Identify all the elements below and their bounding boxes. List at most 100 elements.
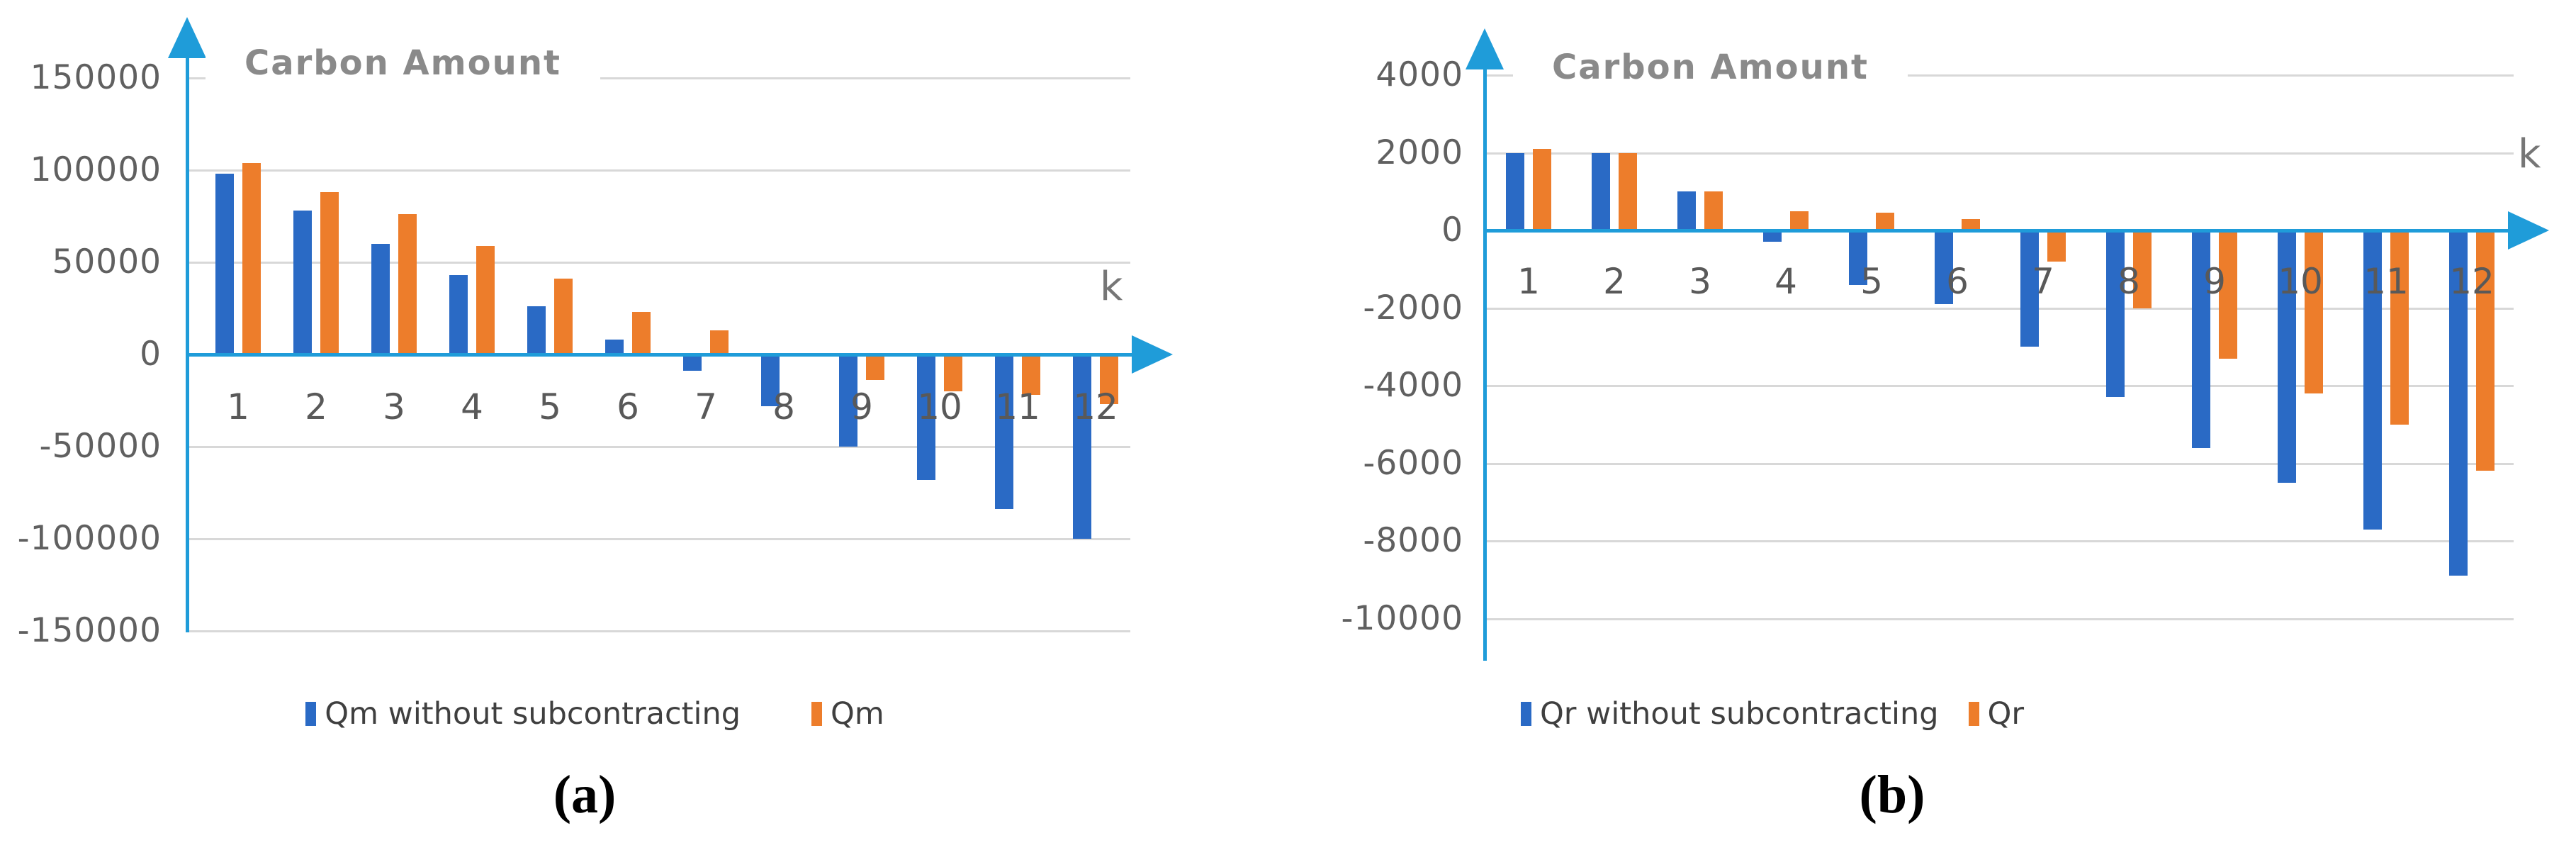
bar-orange-k4: [1790, 211, 1809, 230]
bar-blue-k2: [1592, 152, 1610, 231]
y-axis-arrow-icon: [168, 17, 206, 58]
x-category-label: 2: [305, 386, 327, 427]
chart-panel-b: 4000 2000 0 -2000 -4000 -6000 -8000 -10000 1 2 3 4 5…: [1300, 0, 2576, 850]
bar-orange-k12: [1100, 354, 1118, 404]
bar-blue-k6: [1935, 230, 1953, 304]
y-axis-tick-label: -2000: [1363, 288, 1463, 328]
bar-blue-k11: [2363, 230, 2382, 530]
bar-orange-k12: [2476, 230, 2495, 471]
plot-area-a: 150000 100000 50000 0 -50000 -100000 -150000 1 2…: [17, 17, 1173, 650]
legend-label-blue: Qm without subcontracting: [325, 696, 741, 732]
x-category-label: 10: [917, 386, 962, 427]
x-axis-line: [187, 353, 1136, 357]
x-axis-arrow-icon: [1132, 335, 1173, 374]
plot-area-b: 4000 2000 0 -2000 -4000 -6000 -8000 -10000 1 2 3 4 5…: [1300, 0, 2576, 850]
x-axis-line: [1485, 229, 2512, 233]
x-category-label: 7: [2032, 261, 2054, 302]
x-category-label: 9: [2203, 261, 2226, 302]
bar-orange-k1: [1533, 149, 1551, 231]
x-axis-label: k: [2518, 131, 2541, 177]
legend-swatch-blue: [305, 702, 317, 726]
bar-orange-k9: [866, 354, 884, 380]
y-axis-tick-label: -10000: [1341, 598, 1463, 638]
x-category-label: 8: [2117, 261, 2140, 302]
bar-orange-k9: [2219, 230, 2237, 359]
chart-title: Carbon Amount: [1513, 45, 1908, 89]
x-category-label: 3: [1689, 261, 1711, 302]
gridline: [1485, 74, 2514, 77]
bar-orange-k3: [1704, 191, 1723, 231]
x-category-label: 6: [617, 386, 639, 427]
y-axis-tick-label: -4000: [1363, 366, 1463, 405]
bar-orange-k11: [1022, 354, 1040, 395]
bar-orange-k4: [476, 245, 495, 354]
bar-blue-k5: [527, 306, 546, 355]
gridline: [1485, 307, 2514, 310]
y-axis-line: [186, 54, 189, 632]
x-category-label: 10: [2278, 261, 2323, 302]
bar-orange-k7: [2047, 230, 2066, 262]
bar-blue-k6: [605, 340, 624, 355]
x-category-label: 11: [2363, 261, 2409, 302]
bar-blue-k10: [2278, 230, 2296, 483]
x-category-label: 4: [461, 386, 483, 427]
bar-blue-k3: [1677, 191, 1696, 231]
bar-blue-k8: [2106, 230, 2125, 397]
x-category-label: 1: [227, 386, 249, 427]
bar-blue-k3: [371, 244, 390, 354]
bar-blue-k1: [215, 174, 234, 355]
gridline: [187, 446, 1130, 448]
x-axis-arrow-icon: [2508, 211, 2549, 250]
gridline: [187, 169, 1130, 172]
y-axis-tick-label: -100000: [17, 519, 162, 558]
panel-caption-a: (a): [553, 765, 617, 824]
x-category-label: 7: [694, 386, 717, 427]
legend: Qr without subcontracting Qr: [1300, 689, 2576, 739]
bar-blue-k4: [1763, 230, 1782, 242]
bar-orange-k6: [1962, 218, 1980, 230]
gridline: [1485, 385, 2514, 387]
legend-swatch-orange: [1968, 702, 1979, 726]
x-category-label: 4: [1774, 261, 1797, 302]
bar-orange-k7: [710, 330, 729, 355]
bar-orange-k3: [398, 214, 417, 355]
bar-blue-k7: [683, 354, 702, 371]
gridline: [187, 538, 1130, 540]
y-axis-tick-label: 0: [140, 335, 162, 374]
bar-orange-k6: [632, 312, 651, 355]
bar-blue-k8: [761, 354, 780, 406]
gridline: [1485, 617, 2514, 620]
x-category-label: 5: [1860, 261, 1883, 302]
x-category-label: 11: [995, 386, 1040, 427]
y-axis-tick-label: -8000: [1363, 521, 1463, 560]
y-axis-tick-label: 4000: [1376, 55, 1463, 94]
chart-title: Carbon Amount: [206, 41, 600, 85]
y-axis-line: [1483, 65, 1487, 661]
bar-blue-k9: [839, 354, 857, 447]
legend: Qm without subcontracting Qm: [0, 689, 1300, 739]
bar-orange-k5: [554, 279, 573, 355]
bar-blue-k9: [2192, 230, 2210, 448]
bar-blue-k10: [917, 354, 935, 480]
x-category-label: 12: [1073, 386, 1118, 427]
bar-orange-k2: [320, 192, 339, 355]
bar-orange-k2: [1619, 152, 1637, 231]
bar-orange-k10: [944, 354, 962, 391]
x-category-label: 6: [1946, 261, 1969, 302]
y-axis-tick-label: 0: [1441, 211, 1463, 250]
y-axis-tick-label: 2000: [1376, 133, 1463, 172]
y-axis-tick-label: -50000: [39, 427, 162, 466]
x-category-label: 9: [850, 386, 873, 427]
x-category-label: 8: [772, 386, 795, 427]
bar-orange-k5: [1876, 213, 1894, 231]
x-category-label: 1: [1517, 261, 1540, 302]
y-axis-tick-label: -6000: [1363, 443, 1463, 483]
bar-orange-k10: [2305, 230, 2323, 393]
x-category-label: 12: [2449, 261, 2495, 302]
y-axis-arrow-icon: [1466, 28, 1504, 69]
gridline: [1485, 462, 2514, 465]
y-axis-tick-label: -150000: [17, 611, 162, 650]
gridline: [1485, 152, 2514, 155]
x-category-label: 2: [1603, 261, 1626, 302]
bar-blue-k5: [1849, 230, 1867, 285]
